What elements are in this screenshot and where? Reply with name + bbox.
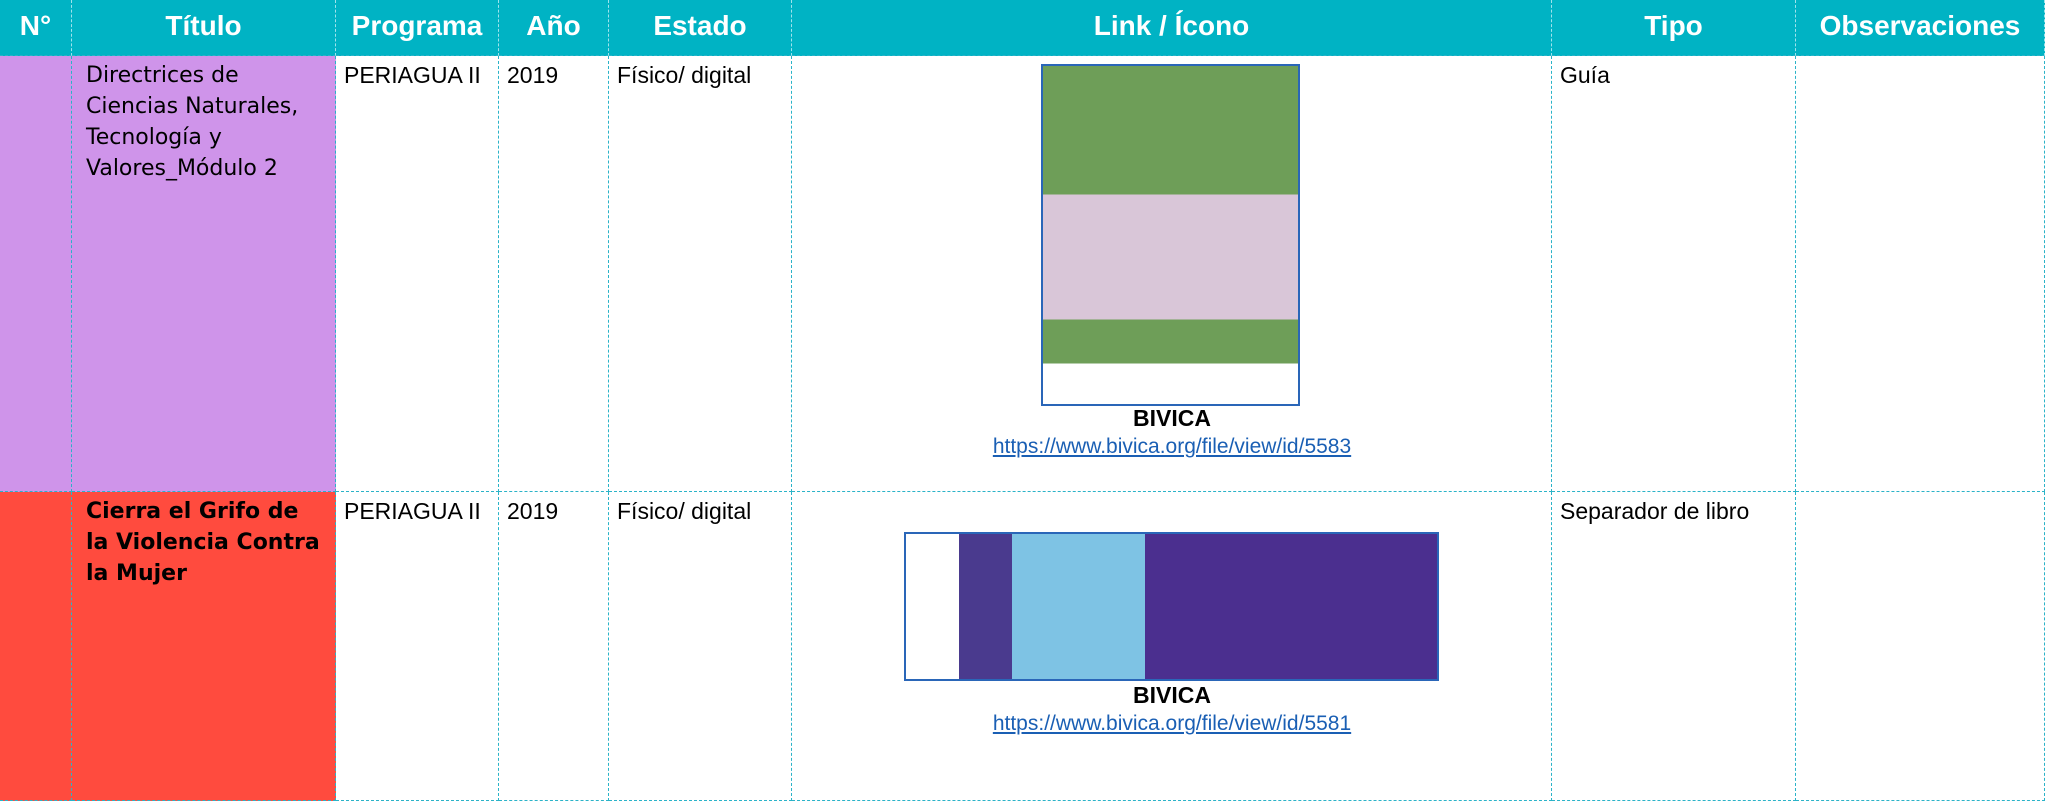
type-cell: Guía [1552,56,1796,492]
number-cell [0,492,72,801]
bookmark-banner [904,532,1439,681]
year-cell: 2019 [499,56,609,492]
program-cell: PERIAGUA II [336,492,499,801]
notes-cell [1796,492,2045,801]
source-label: BIVICA [1133,405,1211,431]
guide-cover [1041,64,1300,406]
header-cell: Estado [609,0,792,56]
header-cell: N° [0,0,72,56]
notes-cell [1796,56,2045,492]
header-cell: Año [499,0,609,56]
header-cell: Programa [336,0,499,56]
type-cell: Separador de libro [1552,492,1796,801]
link-cell [792,56,1552,492]
header-cell: Tipo [1552,0,1796,56]
source-label: BIVICA [1133,682,1211,708]
number-cell [0,56,72,492]
title-cell: Directrices de Ciencias Naturales, Tecno… [72,56,336,492]
header-cell: Título [72,0,336,56]
header-cell: Observaciones [1796,0,2045,56]
status-cell: Físico/ digital [609,56,792,492]
year-cell: 2019 [499,492,609,801]
status-cell: Físico/ digital [609,492,792,801]
link[interactable]: https://www.bivica.org/file/view/id/5583 [992,435,1352,458]
title-cell: Cierra el Grifo de la Violencia Contra l… [72,492,336,801]
program-cell: PERIAGUA II [336,56,499,492]
header-cell: Link / Ícono [792,0,1552,56]
link[interactable]: https://www.bivica.org/file/view/id/5581 [992,712,1352,735]
